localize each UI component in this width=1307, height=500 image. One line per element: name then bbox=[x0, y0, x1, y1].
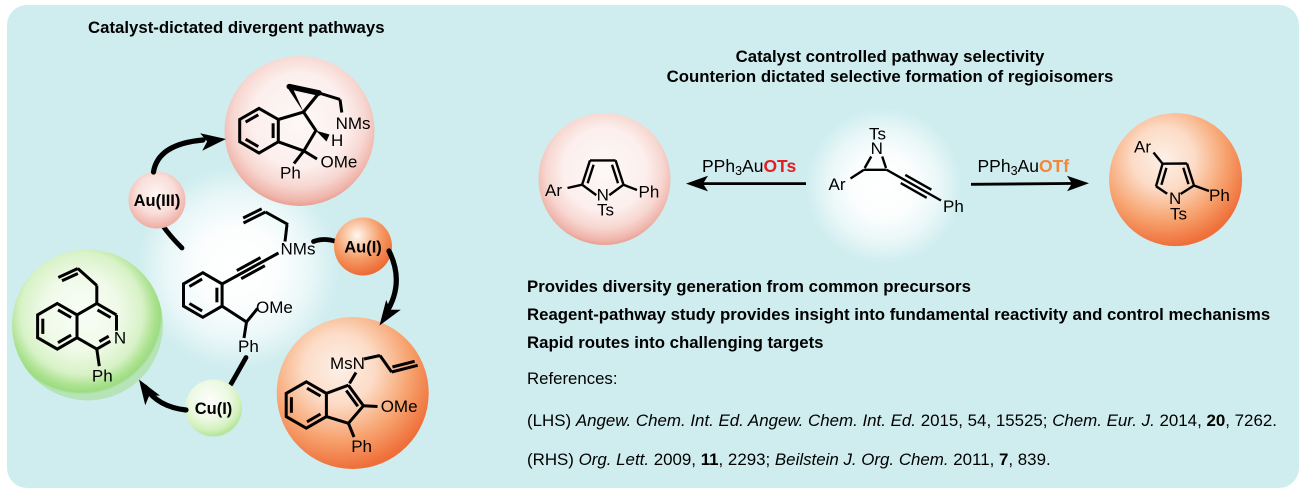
svg-text:H: H bbox=[331, 131, 343, 150]
svg-text:Ph: Ph bbox=[1209, 186, 1230, 205]
svg-text:Cu(I): Cu(I) bbox=[195, 400, 233, 418]
svg-text:Counterion dictated selective: Counterion dictated selective formation … bbox=[667, 67, 1114, 86]
svg-text:Ph: Ph bbox=[238, 337, 259, 356]
svg-text:Ph: Ph bbox=[943, 197, 964, 216]
svg-text:Au(I): Au(I) bbox=[344, 239, 382, 257]
svg-text:Rapid routes into challenging: Rapid routes into challenging targets bbox=[527, 333, 824, 352]
svg-text:Ph: Ph bbox=[351, 437, 372, 456]
svg-text:Ts: Ts bbox=[1170, 205, 1187, 224]
svg-text:Ts: Ts bbox=[597, 201, 614, 220]
svg-text:MsN: MsN bbox=[330, 354, 365, 373]
svg-text:PPh3AuOTs: PPh3AuOTs bbox=[702, 156, 796, 178]
svg-text:N: N bbox=[871, 139, 883, 158]
svg-text:Ph: Ph bbox=[639, 183, 660, 202]
svg-text:PPh3AuOTf: PPh3AuOTf bbox=[978, 156, 1070, 178]
svg-text:Ar: Ar bbox=[829, 175, 846, 194]
svg-text:OMe: OMe bbox=[381, 397, 418, 416]
svg-text:NMs: NMs bbox=[281, 240, 316, 259]
svg-text:Ph: Ph bbox=[280, 164, 301, 183]
svg-text:(LHS) Angew. Chem. Int. Ed. An: (LHS) Angew. Chem. Int. Ed. Angew. Chem.… bbox=[527, 411, 1277, 430]
svg-text:Ph: Ph bbox=[92, 367, 113, 386]
svg-text:OMe: OMe bbox=[321, 153, 358, 172]
svg-text:Au(III): Au(III) bbox=[134, 192, 181, 210]
svg-text:Ar: Ar bbox=[1134, 138, 1151, 157]
svg-text:References:: References: bbox=[527, 369, 617, 388]
svg-text:N: N bbox=[114, 329, 126, 348]
svg-text:Reagent-pathway study provides: Reagent-pathway study provides insight i… bbox=[527, 305, 1270, 324]
svg-text:OMe: OMe bbox=[256, 298, 293, 317]
svg-text:Ar: Ar bbox=[545, 181, 562, 200]
svg-text:Catalyst controlled pathway se: Catalyst controlled pathway selectivity bbox=[736, 47, 1045, 66]
svg-text:Provides diversity generation: Provides diversity generation from commo… bbox=[527, 277, 971, 296]
svg-text:Catalyst-dictated divergent pa: Catalyst-dictated divergent pathways bbox=[88, 18, 385, 37]
svg-text:(RHS) Org. Lett. 2009, 11, 229: (RHS) Org. Lett. 2009, 11, 2293; Beilste… bbox=[527, 450, 1051, 469]
